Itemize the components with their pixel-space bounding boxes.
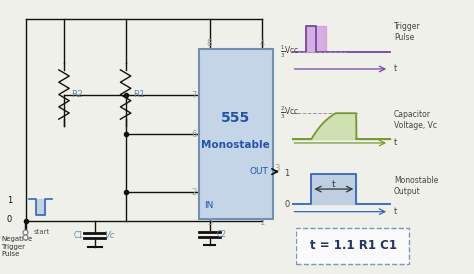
Text: 555: 555 xyxy=(221,111,250,125)
Text: 2: 2 xyxy=(191,187,197,196)
Text: C1: C1 xyxy=(73,231,83,240)
Text: OUT: OUT xyxy=(250,167,269,176)
Text: Monostable: Monostable xyxy=(201,140,270,150)
Text: R1: R1 xyxy=(133,90,145,99)
Text: 0: 0 xyxy=(7,215,12,224)
Text: start: start xyxy=(33,229,49,235)
FancyBboxPatch shape xyxy=(296,227,409,264)
Text: 4: 4 xyxy=(259,39,265,48)
Text: 8: 8 xyxy=(207,39,212,48)
Text: 1: 1 xyxy=(7,196,12,204)
Text: Capacitor
Voltage, Vc: Capacitor Voltage, Vc xyxy=(394,110,437,130)
Text: 1: 1 xyxy=(284,170,290,178)
Text: 1: 1 xyxy=(259,218,265,227)
Text: $\frac{1}{3}$Vcc: $\frac{1}{3}$Vcc xyxy=(280,44,299,61)
Text: 0: 0 xyxy=(284,200,290,209)
Text: t: t xyxy=(394,138,397,147)
Text: $\frac{2}{3}$Vcc: $\frac{2}{3}$Vcc xyxy=(280,105,299,121)
Text: t = 1.1 R1 C1: t = 1.1 R1 C1 xyxy=(310,239,397,252)
Text: Trigger
Pulse: Trigger Pulse xyxy=(394,22,420,42)
Text: t: t xyxy=(332,180,336,189)
Text: t: t xyxy=(394,207,397,216)
Text: Vc: Vc xyxy=(104,231,115,240)
Text: 7: 7 xyxy=(191,91,197,100)
Text: 5: 5 xyxy=(207,218,212,227)
Text: C2: C2 xyxy=(217,230,227,239)
Text: 3: 3 xyxy=(274,164,279,173)
Polygon shape xyxy=(36,199,45,215)
Text: Negative
Trigger
Pulse: Negative Trigger Pulse xyxy=(1,236,32,257)
Text: t: t xyxy=(394,64,397,73)
Text: Monostable
Output: Monostable Output xyxy=(394,176,438,196)
Text: IN: IN xyxy=(204,201,213,210)
Text: 6: 6 xyxy=(191,130,197,139)
FancyBboxPatch shape xyxy=(199,49,273,219)
Text: R2: R2 xyxy=(71,90,83,99)
